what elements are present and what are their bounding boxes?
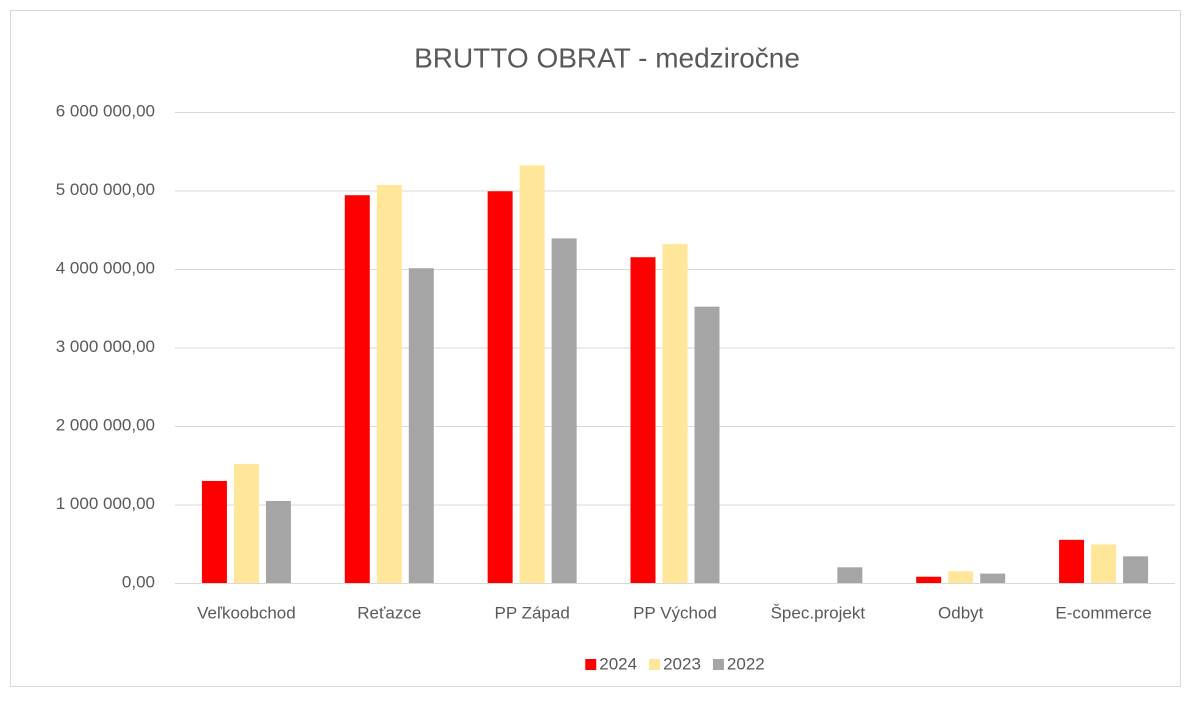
bar [630, 257, 656, 583]
bar [1091, 544, 1117, 583]
x-tick-label: PP Západ [494, 603, 569, 622]
bar [694, 306, 720, 583]
bar [265, 500, 291, 583]
bar [487, 191, 513, 583]
x-tick-label: Odbyt [938, 603, 984, 622]
chart-title: BRUTTO OBRAT - medziročne [414, 42, 800, 73]
y-tick-label: 2 000 000,00 [56, 415, 155, 434]
bar [408, 268, 434, 583]
legend-swatch [585, 659, 597, 670]
legend-label: 2023 [663, 654, 701, 673]
x-tick-label: E-commerce [1055, 603, 1151, 622]
bar [948, 571, 974, 583]
x-tick-label: PP Východ [633, 603, 717, 622]
x-tick-label: Špec.projekt [771, 603, 866, 622]
y-tick-label: 5 000 000,00 [56, 180, 155, 199]
bar [916, 576, 942, 583]
bar [837, 567, 863, 583]
bar [1123, 556, 1149, 583]
y-tick-label: 6 000 000,00 [56, 101, 155, 120]
y-tick-label: 0,00 [122, 572, 155, 591]
bar [662, 243, 688, 583]
bar [1059, 539, 1085, 583]
y-tick-label: 3 000 000,00 [56, 337, 155, 356]
bar [519, 165, 545, 583]
legend-swatch [649, 659, 661, 670]
bar [376, 185, 402, 583]
legend-label: 2022 [727, 654, 765, 673]
bar [201, 480, 227, 583]
legend-swatch [712, 659, 724, 670]
bar [344, 195, 370, 583]
y-tick-label: 4 000 000,00 [56, 258, 155, 277]
x-tick-label: Veľkoobchod [197, 603, 296, 622]
x-tick-label: Reťazce [357, 603, 421, 622]
legend-label: 2024 [599, 654, 637, 673]
y-tick-label: 1 000 000,00 [56, 494, 155, 513]
bar [980, 573, 1006, 583]
bar [551, 238, 577, 583]
bar [233, 463, 259, 583]
